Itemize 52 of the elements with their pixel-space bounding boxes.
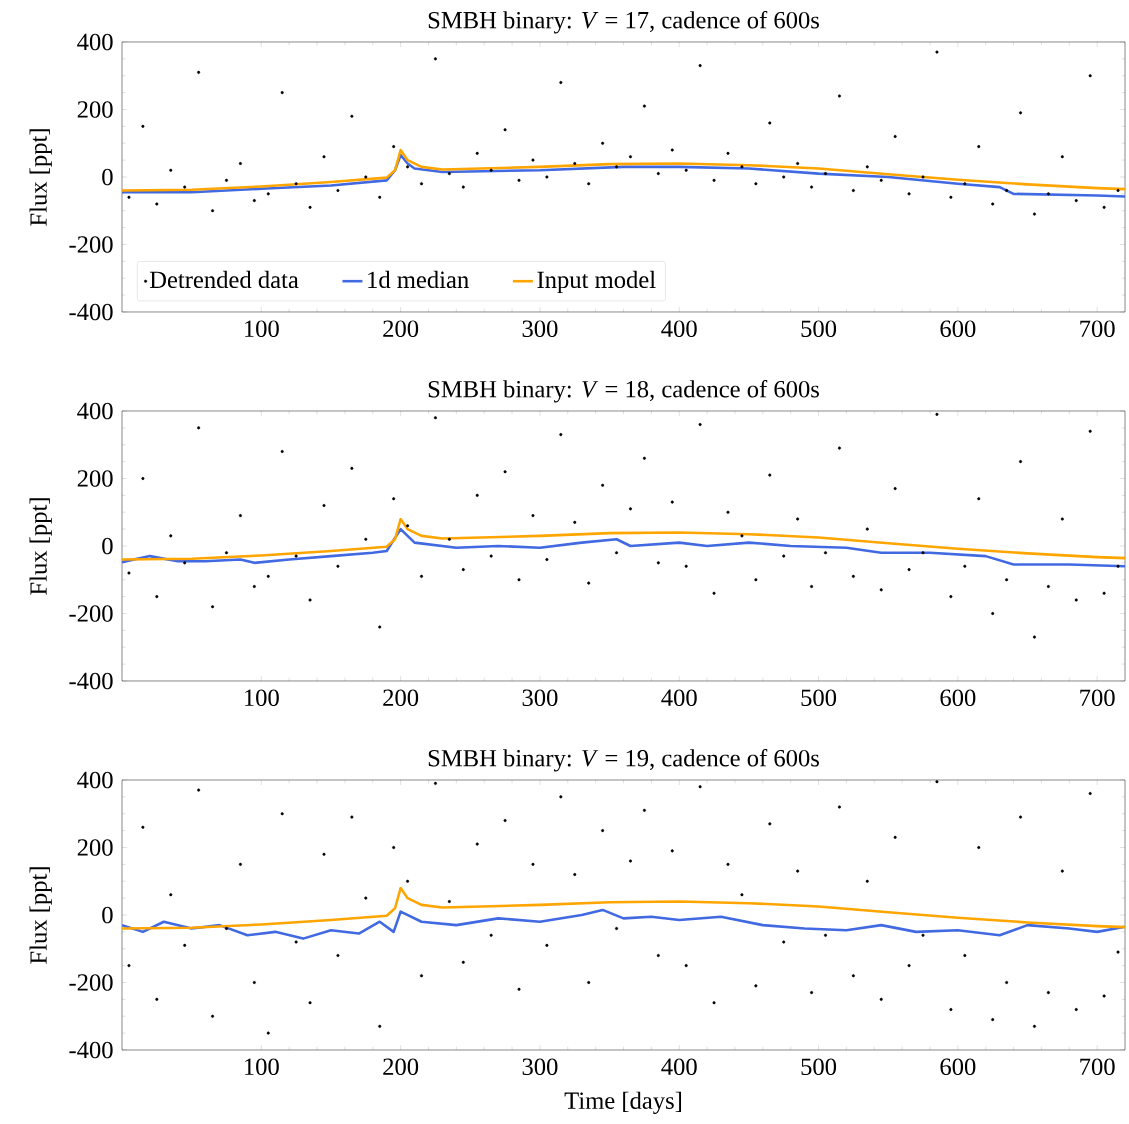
chart-title: SMBH binary: V = 19, cadence of 600s (428, 748, 819, 772)
x-tick-label: 400 (661, 689, 697, 707)
x-tick-label: 700 (1080, 1058, 1115, 1076)
y-axis-title: Flux [ppt] (29, 498, 52, 595)
line-series (122, 886, 1126, 930)
y-tick-label: -200 (69, 236, 113, 253)
line-series (122, 908, 1126, 940)
x-tick-label: 300 (522, 1058, 558, 1076)
line-series (122, 517, 1126, 561)
x-tick-label: 500 (801, 320, 837, 338)
x-tick-label: 200 (383, 320, 419, 338)
x-tick-label: 100 (245, 1058, 279, 1076)
y-tick-label: -200 (69, 605, 113, 622)
line-series (122, 148, 1126, 192)
y-tick-label: 0 (102, 168, 113, 186)
x-tick-label: 600 (940, 320, 976, 338)
x-tick-label: 200 (383, 1058, 419, 1076)
y-tick-label: 0 (102, 906, 113, 924)
y-tick-label: -400 (69, 303, 113, 321)
x-tick-label: 300 (522, 320, 558, 338)
legend-label: 1d median (368, 270, 469, 289)
y-tick-label: -200 (69, 974, 113, 991)
y-tick-label: -400 (69, 1041, 113, 1059)
x-tick-label: 700 (1080, 689, 1115, 707)
x-tick-label: 400 (661, 1058, 697, 1076)
chart-title: SMBH binary: V = 18, cadence of 600s (428, 379, 819, 403)
chart-title: SMBH binary: V = 17, cadence of 600s (428, 10, 819, 34)
x-tick-label: 500 (801, 689, 837, 707)
line-series (122, 153, 1126, 198)
y-tick-label: 400 (77, 771, 113, 789)
x-tick-label: 300 (522, 689, 558, 707)
y-tick-label: 400 (77, 402, 113, 420)
x-tick-label: 100 (245, 320, 279, 338)
y-axis-title: Flux [ppt] (29, 867, 52, 964)
x-axis-title: Time [days] (564, 1091, 682, 1115)
y-tick-label: 200 (77, 839, 113, 856)
x-tick-label: 200 (383, 689, 419, 707)
legend-label: Detrended data (149, 270, 299, 289)
x-tick-label: 700 (1080, 320, 1115, 338)
x-tick-label: 100 (245, 689, 279, 707)
y-tick-label: 0 (102, 537, 113, 555)
line-series (122, 527, 1126, 568)
x-tick-label: 600 (940, 689, 976, 707)
y-tick-label: 200 (77, 101, 113, 118)
y-tick-label: 400 (77, 33, 113, 51)
x-tick-label: 600 (940, 1058, 976, 1076)
legend-label: Input model (537, 270, 656, 294)
y-tick-label: 200 (77, 470, 113, 487)
y-tick-label: -400 (69, 672, 113, 690)
y-axis-title: Flux [ppt] (29, 129, 52, 226)
x-tick-label: 500 (801, 1058, 837, 1076)
x-tick-label: 400 (661, 320, 697, 338)
